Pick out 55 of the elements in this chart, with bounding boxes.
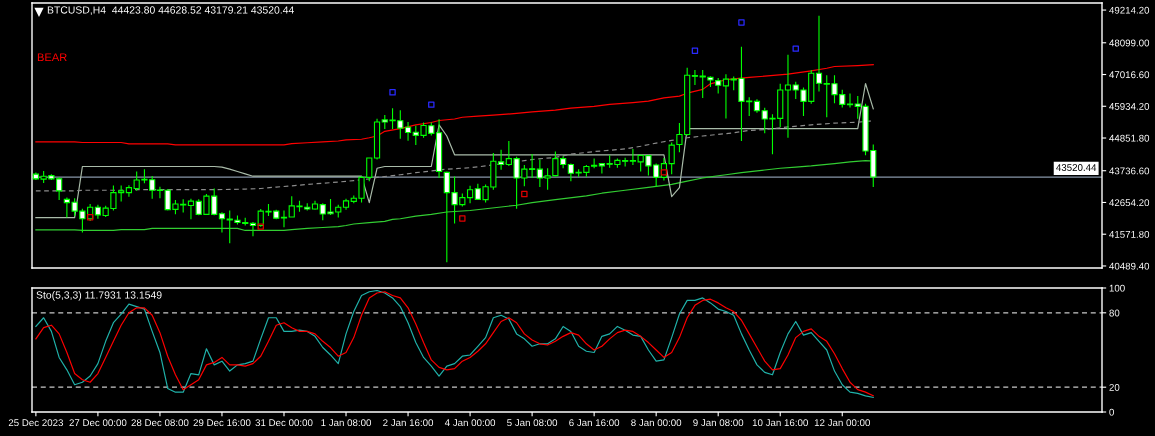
x-tick-label: 5 Jan 08:00 [507,419,558,427]
x-tick-label: 8 Jan 00:00 [631,419,682,427]
line-series [35,64,874,146]
point [792,45,799,52]
x-tick-label: 1 Jan 08:00 [321,419,372,427]
candlestick [342,198,350,211]
x-tick-label: 10 Jan 16:00 [752,419,808,427]
chart-title: BTCUSD,H4 44423.80 44628.52 43179.21 43520.44 [47,6,294,15]
point [691,47,699,54]
candlestick [373,118,381,161]
candlestick [218,211,226,234]
x-tick-label: 2 Jan 16:00 [383,419,434,427]
x-tick-label: 31 Dec 00:00 [255,419,313,427]
chart-title: Sto(5,3,3) 11.7931 13.1549 [36,291,162,301]
point [738,19,745,26]
x-tick-label: 12 Jan 00:00 [814,419,870,427]
line-series [35,82,874,219]
x-tick-label: 29 Dec 16:00 [193,419,251,427]
y-tick-label: 48099.00 [1109,39,1150,47]
point [389,89,396,96]
candlestick [280,209,288,228]
candlestick [815,15,823,92]
y-tick-label: 45934.20 [1109,103,1150,110]
x-tick-label: 4 Jan 00:00 [444,419,496,427]
y-tick-label: 41571.80 [1109,230,1150,238]
y-tick-label: 40489.40 [1109,262,1150,270]
candlestick [846,92,854,109]
point [86,214,94,221]
y-tick-label: 47016.60 [1109,71,1150,79]
y-tick-label: 42654.20 [1109,199,1150,207]
candlestick [311,200,319,211]
candlestick [249,221,257,237]
point [257,223,264,230]
y-tick-label: 44851.80 [1109,134,1150,142]
y-tick-label: 20 [1109,383,1120,391]
ref-line-label: 43520.44 [1056,164,1097,171]
candlestick [784,54,792,139]
line-series [35,120,874,192]
x-tick-label: 27 Dec 00:00 [69,419,127,427]
point [660,169,668,176]
x-tick-label: 9 Jan 08:00 [693,419,744,427]
x-tick-label: 6 Jan 16:00 [569,419,620,427]
y-tick-label: 0 [1109,408,1114,416]
point [428,101,435,108]
annotation: BEAR [37,53,67,62]
x-tick-label: 28 Dec 08:00 [131,419,189,427]
y-tick-label: 43736.60 [1109,167,1150,175]
y-tick-label: 100 [1109,284,1125,292]
candlestick [753,98,761,114]
point [459,215,466,222]
y-tick-label: 49214.20 [1109,6,1150,14]
x-tick-label: 25 Dec 2023 [8,419,64,427]
point [521,190,528,198]
candlestick [304,202,311,212]
y-tick-label: 80 [1109,309,1120,317]
